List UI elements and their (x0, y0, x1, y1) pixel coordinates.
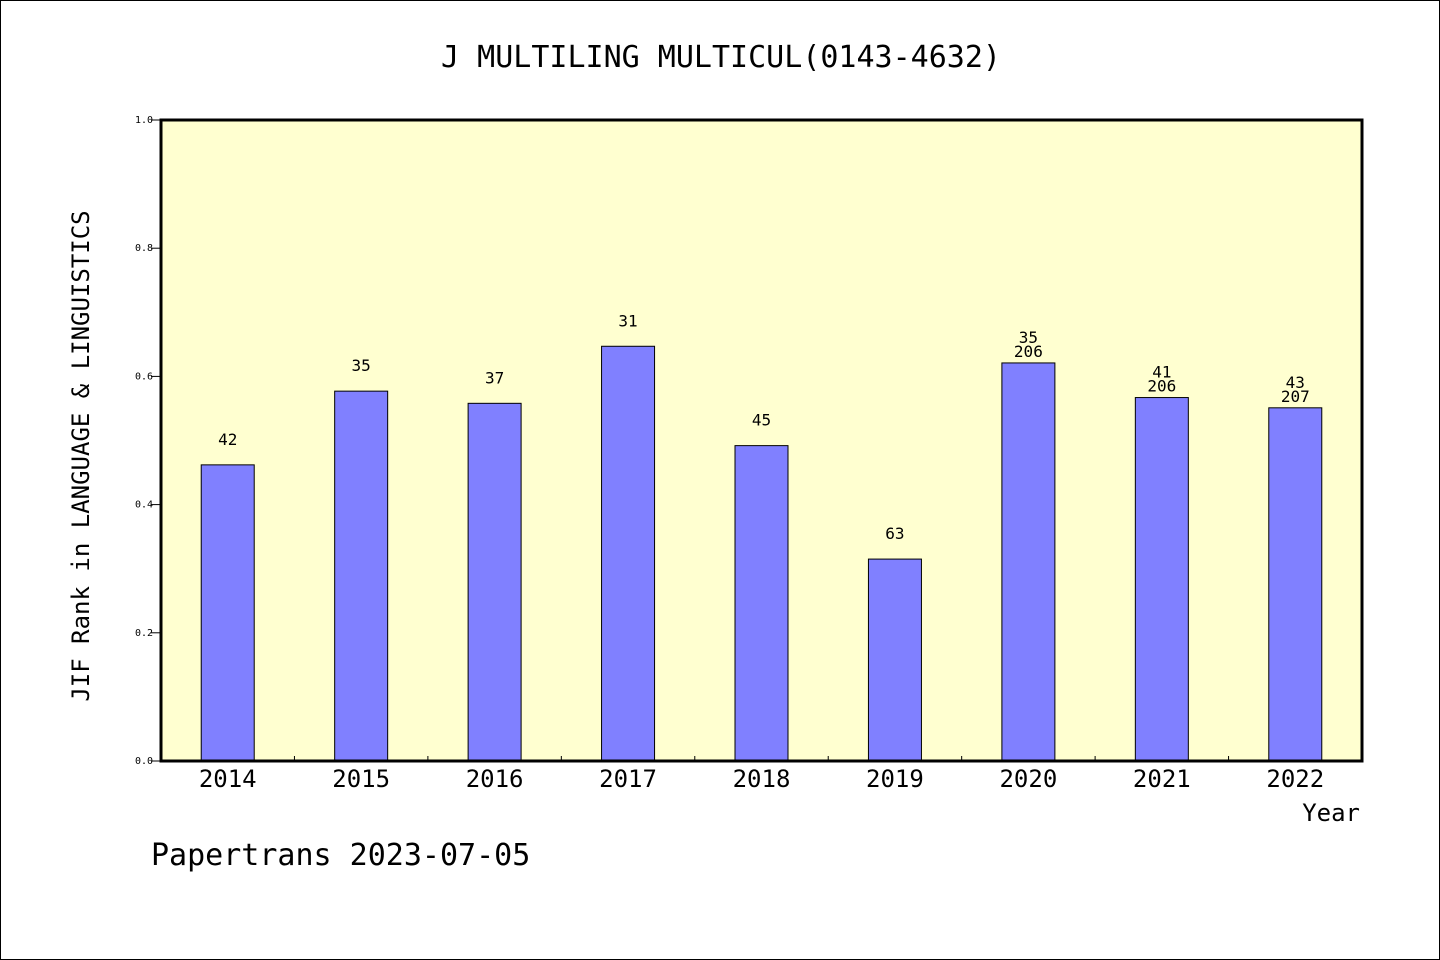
y-axis-label: JIF Rank in LANGUAGE & LINGUISTICS (67, 210, 95, 701)
x-axis-label: Year (1302, 799, 1360, 827)
x-tick-label: 2015 (332, 765, 390, 793)
bar-2016 (467, 402, 522, 762)
bar-2014 (200, 464, 255, 762)
y-tick-label: 0.6 (135, 371, 153, 382)
bar-2015 (334, 390, 389, 762)
total-label: 206 (1014, 342, 1043, 361)
rank-label: 37 (485, 368, 504, 387)
chart-title: J MULTILING MULTICUL(0143-4632) (441, 40, 1001, 75)
x-tick-label: 2020 (999, 765, 1057, 793)
bar-2018 (734, 445, 789, 762)
rank-label: 43 (1286, 373, 1305, 392)
y-tick-label: 0.0 (135, 756, 153, 767)
x-tick-label: 2022 (1266, 765, 1324, 793)
bar-2022 (1268, 407, 1323, 762)
y-axis: 0.0 0.2 0.4 0.6 0.8 1.0 (135, 115, 161, 767)
x-tick-label: 2016 (466, 765, 524, 793)
x-tick-label: 2014 (199, 765, 257, 793)
footer-text: Papertrans 2023-07-05 (151, 838, 530, 873)
bar-2017 (601, 345, 656, 762)
total-label: 206 (1147, 377, 1176, 396)
rank-label: 42 (218, 430, 237, 449)
y-tick-label: 0.2 (135, 628, 153, 639)
rank-label: 45 (752, 411, 771, 430)
x-tick-label: 2018 (733, 765, 791, 793)
rank-label: 41 (1152, 363, 1171, 382)
plot-border (159, 118, 1364, 763)
rank-label: 35 (1019, 328, 1038, 347)
rank-label: 35 (352, 356, 371, 375)
y-tick-label: 1.0 (135, 115, 153, 126)
bar-2020 (1001, 362, 1056, 762)
rank-label: 31 (618, 311, 637, 330)
x-tick-label: 2021 (1133, 765, 1191, 793)
bar-2021 (1134, 397, 1189, 762)
bars-group (200, 345, 1323, 762)
rank-label: 63 (885, 524, 904, 543)
bar-2019 (867, 558, 922, 762)
x-tick-label: 2019 (866, 765, 924, 793)
y-tick-label: 0.8 (135, 243, 153, 254)
y-tick-label: 0.4 (135, 500, 153, 511)
x-axis: 2014 2015 2016 2017 2018 2019 2020 2021 2022 (199, 756, 1324, 793)
total-label: 207 (1281, 387, 1310, 406)
x-tick-label: 2017 (599, 765, 657, 793)
